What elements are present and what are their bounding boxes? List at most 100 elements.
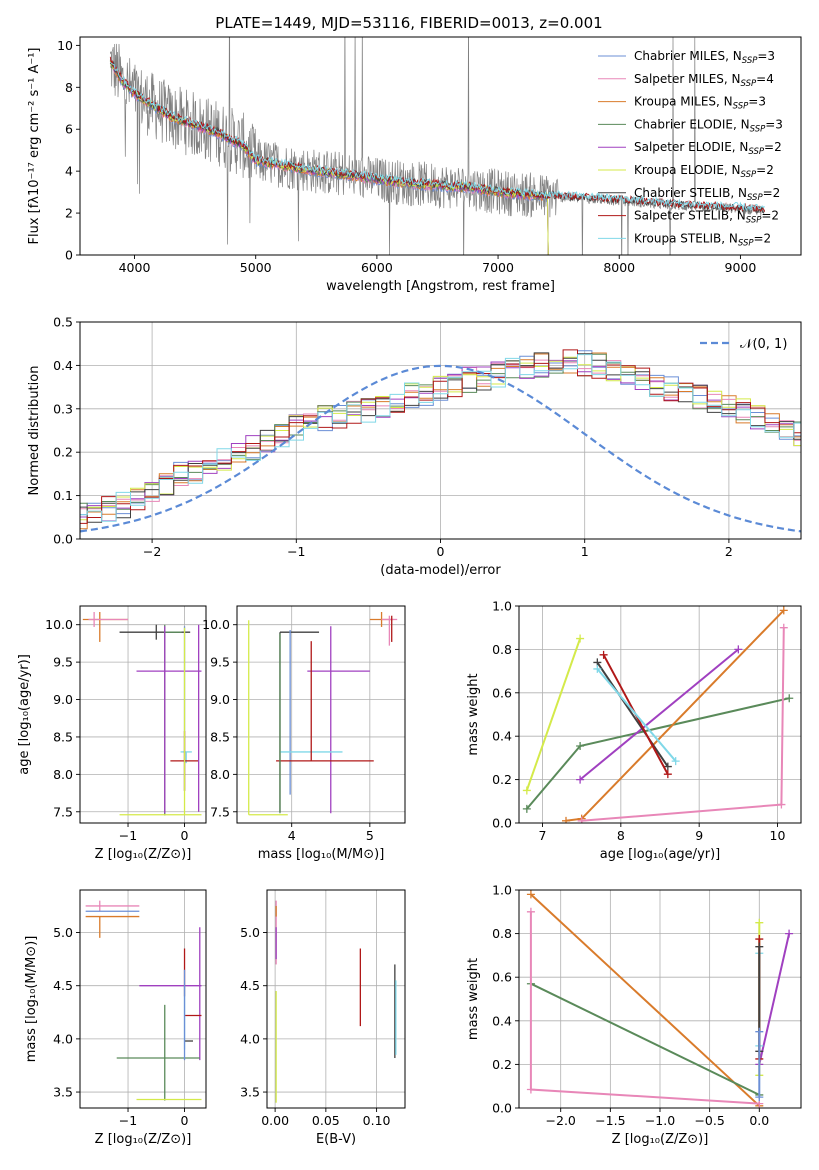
plus-marker bbox=[576, 634, 585, 643]
panel-spectrum: 4000 5000 6000 7000 8000 9000 0 2 4 6 8 10 wavelengt… bbox=[27, 36, 802, 294]
x-tick-label: 9000 bbox=[725, 260, 757, 275]
plot-area bbox=[109, 37, 766, 255]
weight-line bbox=[596, 668, 677, 762]
plus-marker bbox=[526, 890, 535, 899]
y-tick-label: 4 bbox=[65, 164, 73, 179]
y-tick-label: 8.5 bbox=[53, 729, 73, 744]
x-tick-label: 0.00 bbox=[261, 1113, 289, 1128]
plot-area bbox=[526, 890, 794, 1108]
plus-marker bbox=[755, 918, 764, 927]
weight-line bbox=[565, 609, 785, 822]
y-axis-label: mass weight bbox=[466, 673, 481, 755]
y-tick-label: 9.0 bbox=[210, 692, 230, 707]
axes-frame bbox=[79, 36, 802, 256]
plot-area bbox=[82, 611, 202, 816]
legend-label: Chabrier STELIB, NSSP=2 bbox=[634, 186, 780, 203]
weight-line bbox=[530, 982, 760, 1096]
y-tick-label: 0.2 bbox=[492, 1057, 512, 1072]
weight-line bbox=[581, 627, 785, 822]
frame: 4000 5000 6000 7000 8000 9000 0 2 4 6 8 10 wavelengt… bbox=[27, 36, 802, 294]
plus-marker bbox=[526, 1085, 535, 1094]
histogram-step bbox=[80, 350, 801, 516]
axes-frame bbox=[79, 889, 207, 1109]
x-tick-label: 9 bbox=[695, 828, 703, 843]
axes-frame bbox=[518, 605, 802, 824]
legend-label: Chabrier MILES, NSSP=3 bbox=[634, 49, 775, 66]
panel-mass_vs_Z: −1 0 3.5 4.0 4.5 5.0 Z [log₁₀(Z/Z⊙)] mass [log₁… bbox=[24, 889, 207, 1147]
histogram-step bbox=[80, 356, 801, 521]
y-tick-label: 9.0 bbox=[53, 692, 73, 707]
y-tick-label: 1.0 bbox=[492, 883, 512, 898]
plus-marker bbox=[671, 757, 680, 766]
x-tick-label: −1 bbox=[287, 544, 305, 559]
frame: 0.00 0.05 0.10 3.5 4.0 4.5 5.0 E(B-V) bbox=[240, 889, 406, 1147]
x-axis-label: (data-model)/error bbox=[380, 563, 501, 578]
plus-marker bbox=[576, 741, 585, 750]
x-tick-label: −0.5 bbox=[694, 1113, 724, 1128]
x-axis-label: Z [log₁₀(Z/Z⊙)] bbox=[95, 847, 192, 862]
axes-frame bbox=[236, 605, 406, 824]
x-tick-label: 4 bbox=[288, 828, 296, 843]
y-tick-label: 3.5 bbox=[240, 1085, 260, 1100]
y-tick-label: 0.3 bbox=[53, 401, 73, 416]
plus-marker bbox=[593, 664, 602, 673]
y-tick-label: 4.5 bbox=[240, 978, 260, 993]
y-axis-label: age [log₁₀(age/yr)] bbox=[17, 654, 32, 775]
legend-label: Salpeter STELIB, NSSP=2 bbox=[634, 209, 779, 226]
y-tick-label: 8.5 bbox=[210, 729, 230, 744]
panel-mass_vs_ebv: 0.00 0.05 0.10 3.5 4.0 4.5 5.0 E(B-V) bbox=[240, 889, 406, 1147]
y-tick-label: 3.5 bbox=[53, 1085, 73, 1100]
panel-weight_vs_Z: −2.0 −1.5 −1.0 −0.5 0.0 0.0 0.2 0.4 0.6 0.8 1.0 Z [… bbox=[466, 883, 802, 1147]
x-axis-label: Z [log₁₀(Z/Z⊙)] bbox=[95, 1132, 192, 1147]
y-tick-label: 0.4 bbox=[53, 358, 73, 373]
panel-age_vs_mass: 4 5 7.5 8.0 8.5 9.0 9.5 10.0 mass [log₁₀(M/M⊙)] bbox=[202, 605, 406, 862]
frame: −1 0 7.5 8.0 8.5 9.0 9.5 10.0 Z [log₁₀(Z/Z⊙)] age… bbox=[17, 605, 207, 862]
x-axis-label: age [log₁₀(age/yr)] bbox=[600, 847, 721, 862]
plot-area bbox=[522, 606, 794, 823]
plus-marker bbox=[577, 816, 586, 823]
legend: Chabrier MILES, NSSP=3 Salpeter MILES, NS… bbox=[598, 49, 783, 248]
y-tick-label: 4.0 bbox=[240, 1031, 260, 1046]
x-tick-label: 0 bbox=[181, 828, 189, 843]
histogram-step bbox=[80, 352, 801, 523]
y-tick-label: 7.5 bbox=[210, 804, 230, 819]
plus-marker bbox=[663, 762, 672, 771]
y-tick-label: 0.0 bbox=[53, 532, 73, 547]
y-tick-label: 10.0 bbox=[202, 617, 230, 632]
y-axis-label: Normed distribution bbox=[27, 366, 42, 496]
plus-marker bbox=[755, 1093, 764, 1102]
legend-label: Salpeter MILES, NSSP=4 bbox=[634, 72, 774, 89]
axes-frame bbox=[79, 605, 207, 824]
x-tick-label: 0.10 bbox=[363, 1113, 391, 1128]
x-axis-label: E(B-V) bbox=[316, 1132, 356, 1147]
y-tick-label: 9.5 bbox=[53, 655, 73, 670]
legend-label: Salpeter ELODIE, NSSP=2 bbox=[634, 140, 782, 157]
plus-marker bbox=[785, 694, 794, 703]
x-tick-label: 10 bbox=[770, 828, 786, 843]
weight-line bbox=[525, 638, 582, 791]
x-tick-label: 0 bbox=[437, 544, 445, 559]
x-tick-label: 5000 bbox=[240, 260, 272, 275]
x-tick-label: −1 bbox=[119, 1113, 137, 1128]
x-tick-label: 2 bbox=[725, 544, 733, 559]
x-axis-label: mass [log₁₀(M/M⊙)] bbox=[258, 847, 385, 862]
plus-marker bbox=[562, 816, 570, 823]
frame: −2 −1 0 1 2 0.0 0.1 0.2 0.3 0.4 0.5 (data-model)/er… bbox=[27, 315, 802, 578]
x-axis-label: Z [log₁₀(Z/Z⊙)] bbox=[612, 1132, 709, 1147]
y-tick-label: 8 bbox=[65, 80, 73, 95]
frame: −2.0 −1.5 −1.0 −0.5 0.0 0.0 0.2 0.4 0.6 0.8 1.0 Z [… bbox=[466, 883, 802, 1147]
weight-line bbox=[758, 933, 791, 1065]
y-tick-label: 0.2 bbox=[492, 772, 512, 787]
plot-area bbox=[275, 900, 397, 1103]
y-tick-label: 9.5 bbox=[210, 655, 230, 670]
normal-curve bbox=[80, 364, 801, 533]
x-tick-label: 0.05 bbox=[312, 1113, 340, 1128]
plus-marker bbox=[526, 907, 535, 916]
legend-label: Kroupa ELODIE, NSSP=2 bbox=[634, 163, 774, 180]
y-tick-label: 8.0 bbox=[210, 767, 230, 782]
x-tick-label: −1.0 bbox=[645, 1113, 675, 1128]
y-tick-label: 0.1 bbox=[53, 488, 73, 503]
legend-label: 𝒩(0, 1) bbox=[740, 337, 787, 352]
plus-marker bbox=[663, 770, 672, 779]
